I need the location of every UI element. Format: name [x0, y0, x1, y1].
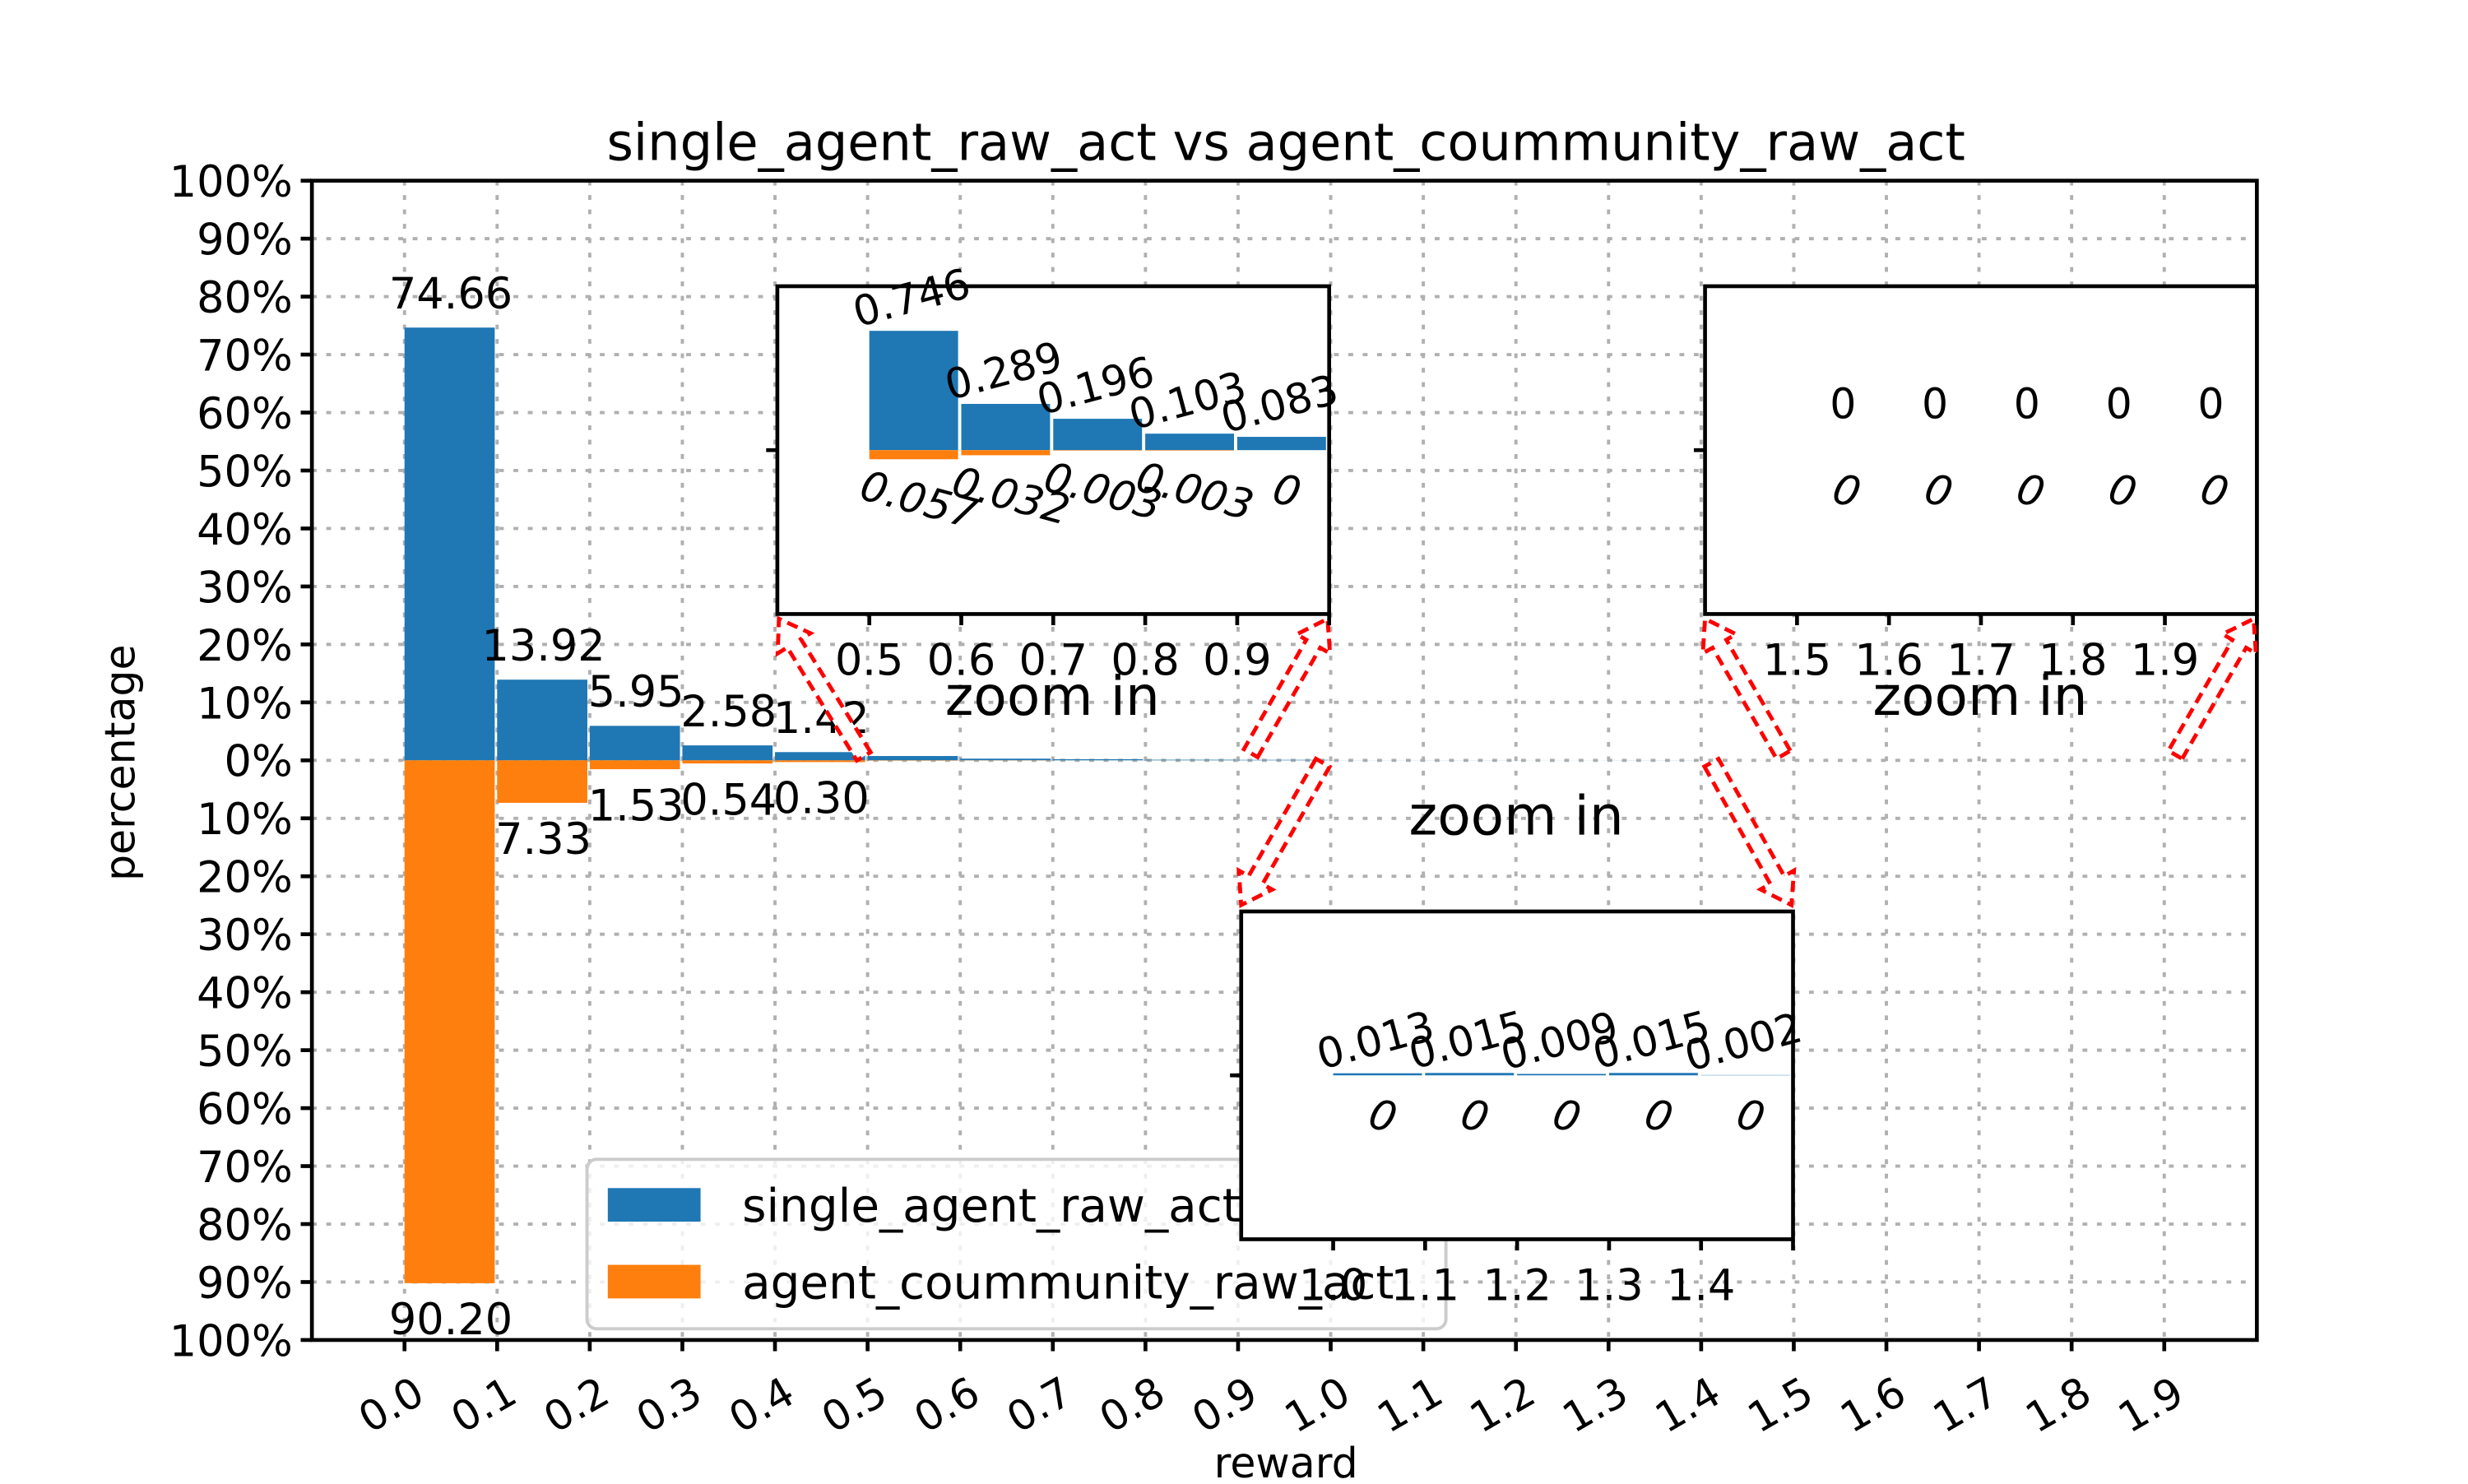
bar-single-agent	[1145, 760, 1236, 761]
inset-single-label: 0	[1830, 379, 1856, 428]
inset-bar-community	[1145, 450, 1234, 451]
y-tick-label: 30%	[197, 911, 293, 961]
bar-agent-community	[497, 760, 587, 803]
legend-label-single-agent: single_agent_raw_act	[742, 1180, 1241, 1233]
y-tick-label: 90%	[197, 216, 293, 266]
y-tick-label: 20%	[197, 621, 293, 671]
y-tick-label: 100%	[169, 157, 293, 207]
community-value-label: 90.20	[389, 1295, 513, 1345]
inset-bar-single-agent	[1334, 1074, 1422, 1076]
bar-single-agent	[405, 327, 495, 760]
inset-bar-single-agent	[1237, 437, 1326, 450]
inset-bar-single-agent	[1145, 434, 1234, 450]
bar-agent-community	[590, 760, 680, 769]
inset-x-tick-label: 0.5	[835, 635, 903, 685]
inset-single-label: 0	[1922, 379, 1948, 428]
y-tick-label: 20%	[197, 853, 293, 903]
bar-single-agent	[1053, 759, 1144, 760]
single-agent-value-label: 2.58	[680, 687, 777, 737]
chart-title: single_agent_raw_act vs agent_coummunity…	[606, 112, 1965, 172]
community-value-label: 0.54	[680, 775, 777, 825]
y-tick-label: 10%	[197, 679, 293, 729]
bar-single-agent	[775, 752, 865, 760]
single-agent-value-label: 5.95	[588, 667, 684, 717]
inset-x-tick-label: 1.5	[1763, 635, 1831, 685]
legend-label-community: agent_coummunity_raw_act	[742, 1256, 1394, 1310]
bar-single-agent	[868, 756, 958, 760]
inset-x-tick-label: 1.2	[1482, 1260, 1551, 1310]
bar-agent-community	[775, 760, 865, 762]
inset-bar-single-agent	[1053, 419, 1142, 450]
inset-x-tick-label: 1.9	[2131, 635, 2199, 685]
inset-x-tick-label: 1.4	[1667, 1260, 1735, 1310]
single-agent-value-label: 13.92	[481, 621, 605, 671]
inset-x-tick-label: 1.0	[1299, 1260, 1367, 1310]
inset-bar-single-agent	[1517, 1074, 1606, 1075]
inset-x-tick-label: 1.8	[2039, 635, 2107, 685]
y-tick-label: 50%	[197, 1027, 293, 1077]
single-agent-value-label: 74.66	[389, 269, 513, 319]
y-tick-label: 40%	[197, 505, 293, 555]
y-axis-label: percentage	[95, 644, 144, 881]
y-tick-label: 40%	[197, 969, 293, 1019]
y-tick-label: 100%	[169, 1316, 293, 1366]
inset-bar-single-agent	[870, 331, 958, 450]
y-tick-label: 60%	[197, 389, 293, 439]
community-value-label: 7.33	[495, 814, 591, 865]
legend-swatch-single-agent	[608, 1188, 701, 1222]
bar-single-agent	[682, 745, 772, 760]
inset-x-tick-label: 0.7	[1019, 635, 1088, 685]
inset-single-label: 0	[2014, 379, 2040, 428]
y-tick-label: 60%	[197, 1085, 293, 1135]
bar-single-agent	[497, 679, 587, 760]
y-tick-label: 70%	[197, 1143, 293, 1193]
zoom-caption: zoom in	[1409, 785, 1624, 848]
x-axis-label: reward	[1214, 1439, 1358, 1481]
inset-bar-community	[962, 450, 1051, 455]
bar-agent-community	[682, 760, 772, 763]
inset-x-tick-label: 0.9	[1203, 635, 1271, 685]
y-tick-label: 10%	[197, 795, 293, 845]
y-tick-label: 70%	[197, 331, 293, 381]
inset-bar-community	[870, 450, 958, 459]
community-value-label: 0.30	[773, 774, 870, 824]
inset-x-tick-label: 1.7	[1946, 635, 2015, 685]
y-tick-label: 90%	[197, 1259, 293, 1309]
inset-x-tick-label: 1.3	[1575, 1260, 1643, 1310]
inset-x-tick-label: 0.8	[1111, 635, 1179, 685]
y-tick-label: 50%	[197, 447, 293, 497]
inset-single-label: 0	[2197, 379, 2224, 428]
inset-bar-single-agent	[1425, 1073, 1514, 1075]
bar-single-agent	[960, 758, 1051, 760]
inset-bar-community	[1053, 450, 1142, 451]
y-tick-label: 0%	[225, 737, 293, 787]
inset-background	[1705, 286, 2257, 614]
community-value-label: 1.53	[588, 781, 684, 831]
inset-bar-single-agent	[962, 404, 1051, 450]
inset-x-tick-label: 1.1	[1391, 1260, 1459, 1310]
inset-x-tick-label: 0.6	[927, 635, 995, 685]
y-tick-label: 80%	[197, 1200, 293, 1250]
y-tick-label: 30%	[197, 563, 293, 613]
inset-x-tick-label: 1.6	[1854, 635, 1923, 685]
inset-bar-single-agent	[1609, 1073, 1698, 1075]
inset-single-label: 0	[2106, 379, 2132, 428]
bar-single-agent	[590, 726, 680, 760]
legend-swatch-community	[608, 1265, 701, 1299]
bar-agent-community	[405, 760, 495, 1283]
y-tick-label: 80%	[197, 273, 293, 323]
